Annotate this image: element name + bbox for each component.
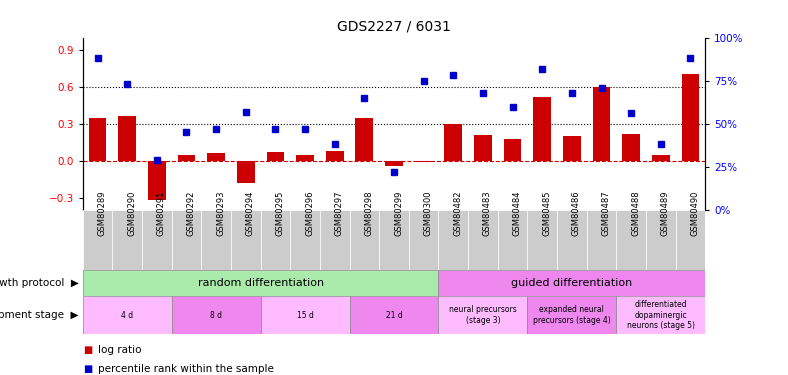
Bar [527,296,616,334]
Bar [652,154,670,161]
Bar [533,97,551,161]
Bar [325,151,344,161]
Text: differentiated
dopaminergic
neurons (stage 5): differentiated dopaminergic neurons (sta… [626,300,695,330]
Bar [563,136,581,161]
Bar [379,210,409,270]
Bar [438,296,527,334]
Bar [468,210,498,270]
Bar [682,75,699,161]
Bar [89,118,106,161]
Bar [266,152,284,161]
Text: GSM80296: GSM80296 [305,190,314,236]
Text: guided differentiation: guided differentiation [511,278,633,288]
Bar [83,270,438,296]
Bar [201,210,231,270]
Bar [320,210,350,270]
Bar [350,296,438,334]
Text: development stage  ▶: development stage ▶ [0,310,79,320]
Text: log ratio: log ratio [98,345,142,355]
Text: GSM80289: GSM80289 [98,190,106,236]
Text: GSM80299: GSM80299 [394,190,403,236]
Bar [504,138,522,161]
Bar [296,154,314,161]
Bar [409,210,438,270]
Bar [385,161,403,166]
Bar [444,124,463,161]
Bar [231,210,261,270]
Bar [623,134,640,161]
Bar [587,210,616,270]
Bar [142,210,172,270]
Text: GSM80293: GSM80293 [216,190,225,236]
Text: GSM80483: GSM80483 [483,190,492,236]
Bar [177,154,195,161]
Bar [261,210,290,270]
Text: GSM80484: GSM80484 [512,190,522,236]
Text: random differentiation: random differentiation [198,278,324,288]
Text: neural precursors
(stage 3): neural precursors (stage 3) [449,305,517,325]
Text: 15 d: 15 d [296,310,314,320]
Text: GSM80290: GSM80290 [127,190,136,236]
Text: GSM80489: GSM80489 [661,190,670,236]
Bar [207,153,225,161]
Bar [148,161,165,200]
Bar [557,210,587,270]
Text: 21 d: 21 d [385,310,403,320]
Text: GSM80486: GSM80486 [572,190,581,236]
Bar [113,210,142,270]
Text: GSM80297: GSM80297 [335,190,344,236]
Bar [438,210,468,270]
Bar [414,161,433,162]
Text: GSM80298: GSM80298 [364,190,374,236]
Text: GSM80482: GSM80482 [453,190,463,236]
Text: growth protocol  ▶: growth protocol ▶ [0,278,79,288]
Bar [237,161,255,183]
Text: ■: ■ [83,364,92,374]
Text: GSM80291: GSM80291 [157,190,165,236]
Text: GSM80488: GSM80488 [631,190,640,236]
Text: GSM80485: GSM80485 [542,190,552,236]
Bar [593,87,611,161]
Bar [83,296,172,334]
Bar [355,118,374,161]
Bar [616,210,646,270]
Text: GSM80490: GSM80490 [690,190,700,236]
Bar [527,210,557,270]
Text: percentile rank within the sample: percentile rank within the sample [98,364,274,374]
Bar [498,210,527,270]
Bar [83,210,113,270]
Text: GSM80292: GSM80292 [187,190,195,236]
Bar [290,210,320,270]
Bar [474,135,492,161]
Bar [616,296,705,334]
Text: GSM80294: GSM80294 [246,190,255,236]
Text: GSM80487: GSM80487 [601,190,611,236]
Bar [118,116,136,161]
Text: expanded neural
precursors (stage 4): expanded neural precursors (stage 4) [533,305,611,325]
Bar [350,210,379,270]
Bar [261,296,350,334]
Text: 4 d: 4 d [121,310,133,320]
Text: GDS2227 / 6031: GDS2227 / 6031 [337,20,451,34]
Bar [172,296,261,334]
Bar [438,270,705,296]
Bar [646,210,675,270]
Text: GSM80300: GSM80300 [424,190,433,236]
Text: 8 d: 8 d [210,310,222,320]
Bar [675,210,705,270]
Text: GSM80295: GSM80295 [276,190,284,236]
Text: ■: ■ [83,345,92,355]
Bar [172,210,201,270]
